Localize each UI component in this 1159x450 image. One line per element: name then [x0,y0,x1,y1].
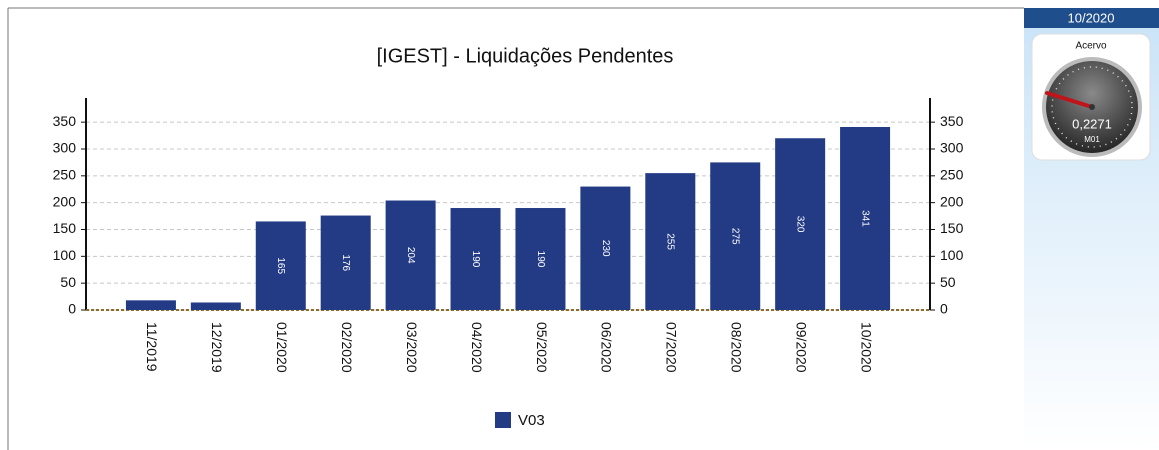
x-tick-label: 10/2020 [858,322,874,373]
bar-value-label: 190 [470,251,481,268]
y-tick-label: 350 [53,113,77,129]
legend-label: V03 [518,412,545,429]
bar-value-label: 341 [859,210,870,227]
y2-tick-label: 50 [940,274,956,290]
bar-value-label: 320 [795,216,806,233]
x-tick-label: 12/2019 [209,322,225,373]
bar [126,300,176,310]
y-tick-label: 200 [53,193,77,209]
screen: 10/2020 Acervo 0,2271 M01 [IGEST] - Liqu… [0,0,1159,450]
y2-tick-label: 200 [940,193,964,209]
bar-value-label: 230 [600,240,611,257]
bar [191,302,241,310]
y2-tick-label: 300 [940,140,964,156]
bar-value-label: 255 [665,233,676,250]
y-tick-label: 300 [53,140,77,156]
gauge-unit: M01 [1084,135,1100,144]
y2-tick-label: 0 [940,301,948,317]
x-tick-label: 11/2019 [144,322,160,372]
y-tick-label: 150 [53,220,77,236]
x-tick-label: 02/2020 [339,322,355,373]
x-tick-label: 06/2020 [599,322,615,373]
bar-value-label: 176 [340,254,351,271]
y2-tick-label: 100 [940,247,964,263]
bar-value-label: 190 [535,251,546,268]
page: {"chart_data": {"type": "bar", "title": … [0,0,1159,450]
y2-tick-label: 250 [940,167,964,183]
x-tick-label: 01/2020 [274,322,290,373]
x-tick-label: 04/2020 [469,322,485,373]
gauge-value: 0,2271 [1072,116,1112,131]
legend-swatch [495,412,511,428]
x-tick-label: 08/2020 [729,322,745,373]
gauge-title: Acervo [1075,41,1107,52]
bar-value-label: 165 [275,257,286,274]
x-tick-label: 03/2020 [404,322,420,373]
x-tick-label: 09/2020 [793,322,809,373]
y2-tick-label: 350 [940,113,964,129]
x-tick-label: 05/2020 [534,322,550,373]
bar-value-label: 204 [405,247,416,264]
chart-title: [IGEST] - Liquidações Pendentes [377,45,674,67]
bar-value-label: 275 [730,228,741,245]
y-tick-label: 100 [53,247,77,263]
y2-tick-label: 150 [940,220,964,236]
x-tick-label: 07/2020 [664,322,680,373]
y-tick-label: 0 [68,301,76,317]
y-tick-label: 50 [60,274,76,290]
gauge-hub [1089,104,1095,110]
y-tick-label: 250 [53,167,77,183]
period: 10/2020 [1068,10,1115,25]
